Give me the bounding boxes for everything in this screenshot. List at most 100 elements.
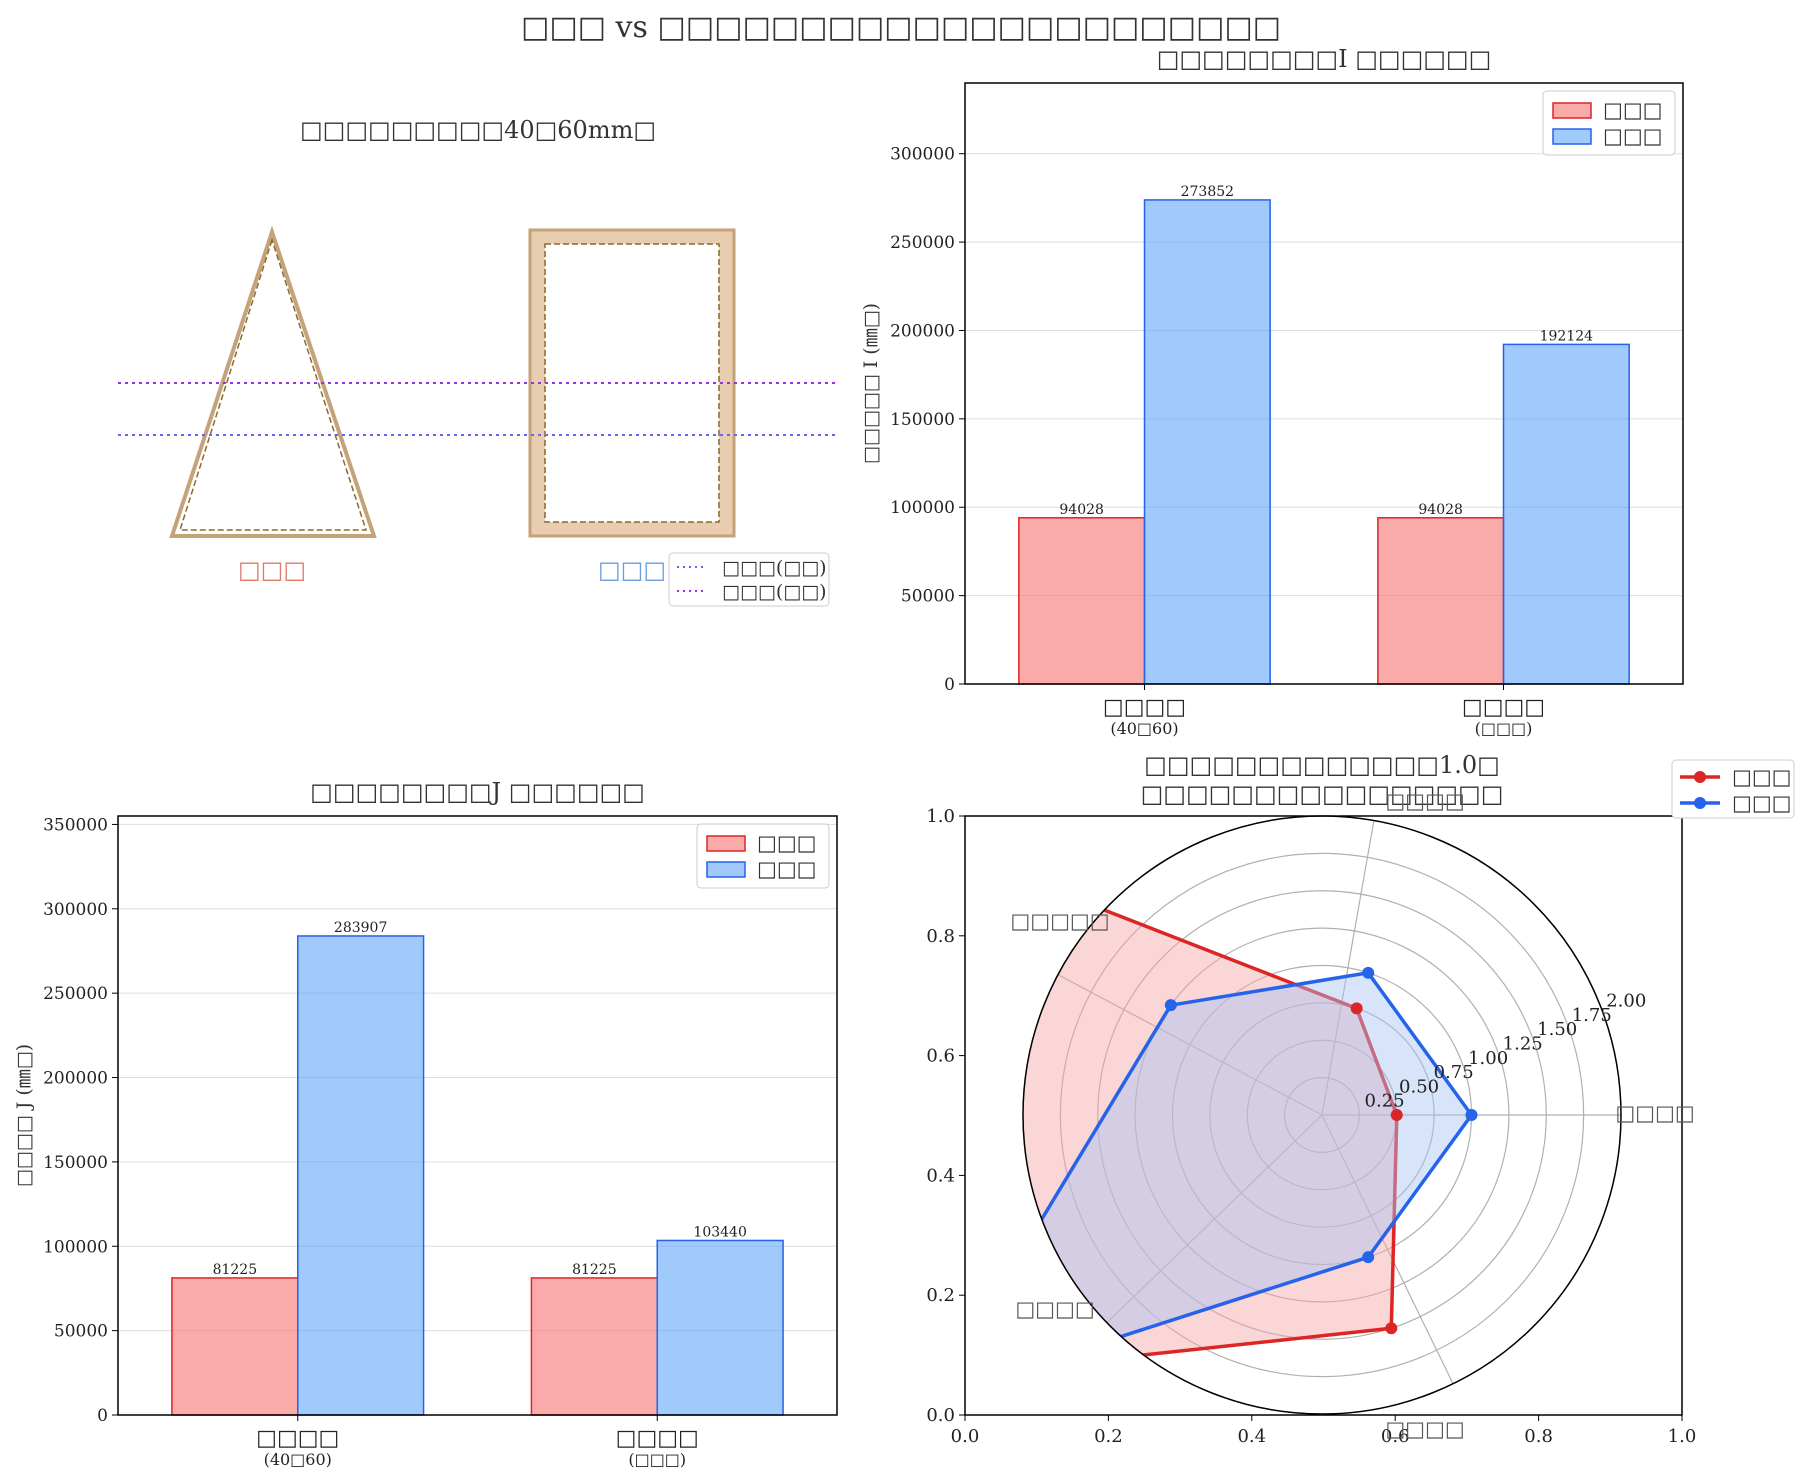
radar-spoke xyxy=(1321,1114,1454,1385)
radar-r-tick-label: 1.25 xyxy=(1503,1033,1543,1054)
y-axis-label: □□□□□ I (㎜□) xyxy=(860,303,882,464)
frame-y-tick-label: 1.0 xyxy=(926,806,955,827)
panel-c-bar-chart: □□□□□□□□J □□□□□□ 0 50000 100000 150000 200000… xyxy=(13,778,838,1469)
frame-y-tick-label: 0.2 xyxy=(926,1285,955,1306)
y-tick-label: 100000 xyxy=(890,498,955,518)
bar-value-label: 94028 xyxy=(1418,502,1463,518)
bar-value-label: 81225 xyxy=(213,1262,258,1278)
radar-point-0-0 xyxy=(1390,1109,1403,1121)
y-tick-label: 200000 xyxy=(890,321,955,341)
panel-b-bar-chart: □□□□□□□□I □□□□□□ 0 50000 100000 150000 200000… xyxy=(860,45,1684,738)
radar-legend-marker-1 xyxy=(1694,797,1706,809)
y-tick-label: 0 xyxy=(97,1406,108,1426)
y-tick-label: 350000 xyxy=(43,815,108,835)
radar-legend-label-1: □□□ xyxy=(1732,791,1792,815)
bar-0-1 xyxy=(530,1277,658,1416)
radar-point-0-1 xyxy=(1350,1002,1363,1015)
panel-a-cross-sections: □□□□□□□□□40□60mm□ □□□ □□□ □□□(□□) □□□(□□… xyxy=(118,116,835,607)
frame-x-tick-label: 0.2 xyxy=(1094,1426,1123,1447)
legend-label-1: □□□ xyxy=(1603,124,1663,148)
radar-axis-label-3: □□□□ xyxy=(1015,1297,1094,1321)
frame-y-tick-label: 0.8 xyxy=(926,926,955,947)
radar-outer-circle xyxy=(1022,815,1622,1415)
bar-value-label: 283907 xyxy=(334,920,387,936)
plot-frame xyxy=(117,815,838,1416)
radar-axis-label-0: □□□□ xyxy=(1615,1101,1694,1125)
legend-label-1: □□□ xyxy=(757,857,817,881)
radar-line-0 xyxy=(1023,853,1399,1377)
plot-frame xyxy=(964,82,1684,685)
legend-label-a: □□□(□□) xyxy=(722,557,827,579)
frame-y-tick-label: 0.6 xyxy=(926,1046,955,1067)
x-tick-label: □□□□ xyxy=(1103,695,1186,720)
y-tick-label: 250000 xyxy=(890,233,955,253)
y-tick-label: 100000 xyxy=(43,1237,108,1257)
bar-value-label: 192124 xyxy=(1540,328,1594,344)
panel-a-legend-box xyxy=(668,552,830,607)
frame-x-tick-label: 0.0 xyxy=(951,1426,980,1447)
radar-r-tick-label: 1.50 xyxy=(1537,1019,1577,1040)
frame-x-tick-label: 1.0 xyxy=(1668,1426,1697,1447)
radar-legend-label-0: □□□ xyxy=(1732,765,1792,789)
x-tick-label: □□□□ xyxy=(1462,695,1545,720)
bar-value-label: 94028 xyxy=(1059,502,1104,518)
panel-a-title: □□□□□□□□□40□60mm□ xyxy=(300,116,656,144)
radar-r-tick-label: 0.75 xyxy=(1434,1062,1474,1083)
radar-r-tick-label: 0.25 xyxy=(1365,1091,1405,1112)
radar-r-tick-label: 0.50 xyxy=(1399,1076,1439,1097)
x-tick-sublabel: (40□60) xyxy=(1110,719,1178,738)
radar-legend-marker-0 xyxy=(1694,771,1706,783)
frame-x-tick-label: 0.8 xyxy=(1524,1426,1553,1447)
radar-r-tick-label: 1.00 xyxy=(1468,1048,1508,1069)
radar-point-1-2 xyxy=(1164,999,1177,1012)
x-tick-sublabel: (□□□) xyxy=(628,1450,686,1469)
radar-axis-label-1: □□□□ xyxy=(1385,789,1464,813)
panel_b-title: □□□□□□□□I □□□□□□ xyxy=(1157,45,1492,73)
legend-swatch-0 xyxy=(1552,102,1592,119)
y-tick-label: 300000 xyxy=(890,145,955,165)
y-tick-label: 300000 xyxy=(43,900,108,920)
y-tick-label: 0 xyxy=(944,675,955,695)
y-tick-label: 150000 xyxy=(43,1153,108,1173)
triangle-section-label: □□□ xyxy=(238,556,306,584)
radar-line-1 xyxy=(1023,970,1473,1400)
radar-point-1-0 xyxy=(1465,1109,1478,1121)
radar-axis-label-4: □□□□ xyxy=(1385,1417,1464,1441)
x-tick-label: □□□□ xyxy=(616,1426,699,1451)
bar-0-1 xyxy=(1377,517,1505,685)
radar-spoke xyxy=(1106,1114,1323,1324)
radar-point-0-4 xyxy=(1385,1322,1398,1335)
frame-x-tick-label: 0.6 xyxy=(1381,1426,1410,1447)
panel-a-legend: □□□(□□) □□□(□□) xyxy=(668,552,830,607)
radar-r-tick-label: 2.00 xyxy=(1606,991,1646,1012)
y-tick-label: 50000 xyxy=(54,1322,108,1342)
legend-label-0: □□□ xyxy=(757,831,817,855)
frame-y-tick-label: 0.0 xyxy=(926,1405,955,1426)
legend-label-0: □□□ xyxy=(1603,98,1663,122)
bar-value-label: 81225 xyxy=(572,1262,617,1278)
bar-value-label: 103440 xyxy=(693,1224,746,1240)
legend-swatch-0 xyxy=(706,835,746,852)
radar-spoke xyxy=(1321,820,1375,1116)
legend-swatch-1 xyxy=(1552,128,1592,145)
bar-0-0 xyxy=(171,1277,299,1416)
y-tick-label: 250000 xyxy=(43,984,108,1004)
y-tick-label: 50000 xyxy=(901,587,955,607)
x-tick-sublabel: (40□60) xyxy=(264,1450,332,1469)
y-tick-label: 150000 xyxy=(890,410,955,430)
radar-point-1-4 xyxy=(1362,1251,1375,1264)
frame-x-tick-label: 0.4 xyxy=(1237,1426,1266,1447)
bar-1-1 xyxy=(656,1239,784,1416)
y-axis-label: □□□□ J (㎜□) xyxy=(13,1044,35,1187)
bar-1-0 xyxy=(297,935,425,1416)
frame-y-tick-label: 0.4 xyxy=(926,1165,955,1186)
x-tick-sublabel: (□□□) xyxy=(1475,719,1533,738)
bar-1-0 xyxy=(1143,199,1271,685)
panel_c-title: □□□□□□□□J □□□□□□ xyxy=(310,778,645,806)
panel-d-radar-chart: □□□□□□□□□□□□□1.0□□□□□□□□□□□□□□□□□0.00.00… xyxy=(926,751,1795,1447)
bar-1-1 xyxy=(1502,343,1630,685)
radar-axis-label-2: □□□□□ xyxy=(1010,909,1109,933)
legend-label-b: □□□(□□) xyxy=(722,581,827,603)
bar-value-label: 273852 xyxy=(1181,184,1234,200)
